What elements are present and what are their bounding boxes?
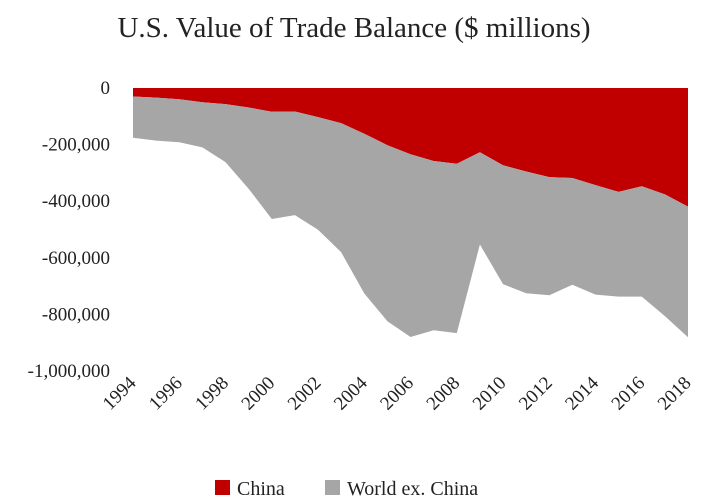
x-tick-label: 2008 [423, 373, 465, 415]
y-tick-label: 0 [101, 78, 111, 99]
x-tick-label: 1996 [145, 373, 187, 415]
x-tick-label: 2014 [561, 372, 603, 414]
x-tick-label: 2002 [284, 373, 326, 415]
area-series-china [133, 88, 688, 207]
y-tick-label: -600,000 [42, 248, 110, 269]
x-tick-label: 2000 [238, 373, 280, 415]
x-tick-label: 2010 [469, 373, 511, 415]
x-tick-label: 1998 [191, 373, 233, 415]
y-tick-label: -400,000 [42, 191, 110, 212]
y-tick-label: -800,000 [42, 304, 110, 325]
area-series-world-ex-china [133, 96, 688, 338]
legend-label: China [237, 478, 285, 500]
legend-swatch [325, 480, 340, 495]
y-tick-label: -200,000 [42, 135, 110, 156]
legend-swatch [215, 480, 230, 495]
x-tick-label: 2012 [515, 373, 557, 415]
legend-label: World ex. China [347, 478, 478, 500]
chart-title: U.S. Value of Trade Balance ($ millions) [117, 12, 591, 44]
x-tick-label: 2016 [608, 373, 650, 415]
y-tick-label: -1,000,000 [28, 361, 110, 382]
x-tick-label: 2018 [654, 373, 696, 415]
x-tick-label: 2006 [376, 373, 418, 415]
x-tick-label: 2004 [330, 372, 372, 414]
